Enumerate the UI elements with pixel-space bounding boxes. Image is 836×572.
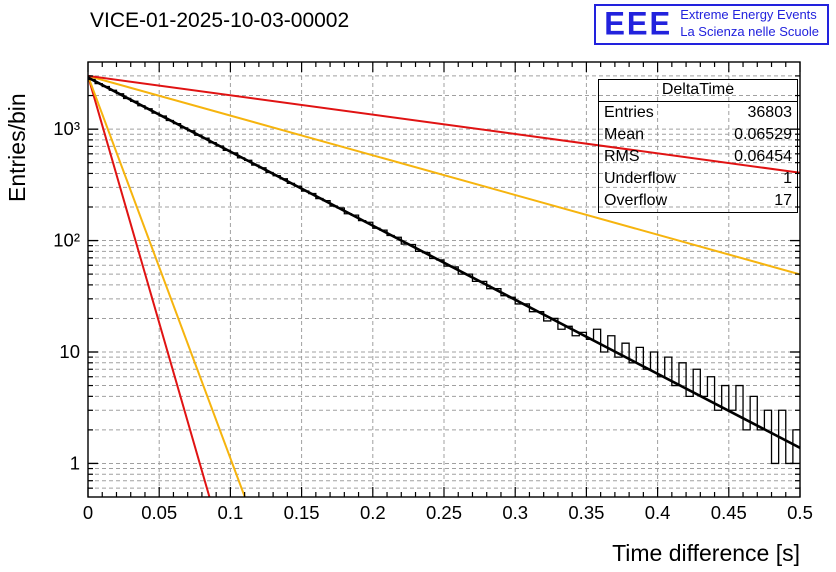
stats-row-entries: Entries 36803 (599, 102, 797, 124)
x-tick-label: 0.2 (360, 502, 386, 523)
x-tick-label: 0.45 (711, 502, 747, 523)
x-axis-title: Time difference [s] (612, 540, 800, 566)
x-tick-label: 0.5 (787, 502, 813, 523)
stats-label: Underflow (604, 170, 677, 187)
stats-title: DeltaTime (599, 80, 797, 102)
eee-logo-letters: EEE (604, 5, 673, 43)
y-tick-label: 1 (70, 452, 80, 473)
chart-title: VICE-01-2025-10-03-00002 (90, 9, 350, 32)
y-tick-label: 10 (59, 341, 80, 362)
stats-row-rms: RMS 0.06454 (599, 146, 797, 168)
stats-value: 0.06529 (734, 126, 792, 143)
histogram-path (88, 78, 800, 465)
stats-value: 36803 (747, 104, 793, 121)
eee-logo-text: Extreme Energy Events La Scienza nelle S… (680, 7, 819, 41)
stats-label: Entries (604, 104, 654, 121)
stats-label: Mean (604, 126, 645, 143)
stats-value: 17 (774, 192, 792, 209)
x-tick-label: 0.1 (218, 502, 244, 523)
x-tick-label: 0 (83, 502, 93, 523)
stats-row-mean: Mean 0.06529 (599, 124, 797, 146)
stats-row-overflow: Overflow 17 (599, 190, 797, 212)
stats-row-underflow: Underflow 1 (599, 168, 797, 190)
x-tick-label: 0.05 (141, 502, 177, 523)
y-tick-label: 10² (53, 230, 80, 251)
reference-line-yellow-shallow (88, 74, 800, 276)
eee-logo: EEE Extreme Energy Events La Scienza nel… (594, 4, 829, 45)
y-axis-title: Entries/bin (4, 93, 30, 202)
x-tick-label: 0.25 (426, 502, 462, 523)
reference-line-red-steep (88, 75, 211, 497)
axis-ticks (87, 62, 801, 497)
x-tick-label: 0.35 (568, 502, 604, 523)
stats-label: RMS (604, 148, 640, 165)
grid-lines (88, 62, 800, 497)
reference-line-red-shallow (88, 74, 800, 174)
stats-value: 1 (783, 170, 792, 187)
x-tick-label: 0.15 (284, 502, 320, 523)
x-tick-label: 0.3 (502, 502, 528, 523)
stats-label: Overflow (604, 192, 668, 209)
eee-logo-line2: La Scienza nelle Scuole (680, 23, 819, 39)
eee-logo-line1: Extreme Energy Events (680, 7, 817, 22)
x-tick-label: 0.4 (645, 502, 671, 523)
tick-labels: 0 0.05 0.1 0.15 0.2 0.25 0.3 0.35 0.4 0.45 0.5 1 10 1… (53, 118, 813, 523)
stats-value: 0.06454 (734, 148, 792, 165)
stats-box: DeltaTime Entries 36803 Mean 0.06529 RMS… (598, 79, 798, 213)
reference-line-yellow-steep (88, 75, 246, 497)
y-tick-label: 10³ (53, 118, 80, 139)
